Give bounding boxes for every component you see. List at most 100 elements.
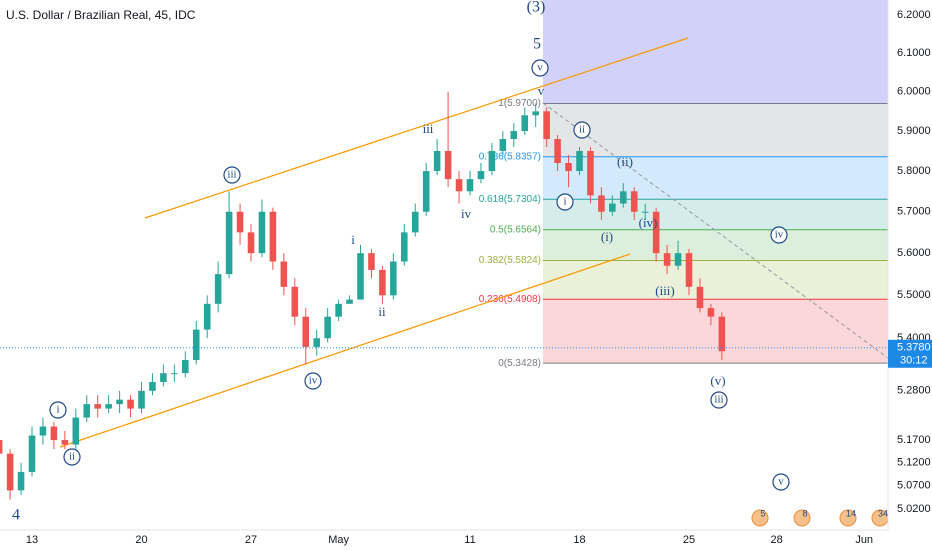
wave-label: ii <box>579 124 585 136</box>
candle-body <box>663 253 671 266</box>
wave-circle <box>223 166 241 184</box>
candle-body <box>433 150 441 172</box>
y-tick-label: 5.8000 <box>897 165 931 177</box>
candle-body <box>335 303 342 317</box>
candle-body <box>368 253 375 270</box>
candle-body <box>401 232 408 262</box>
wave-label: i <box>56 404 59 416</box>
countdown: 30:12 <box>900 355 928 367</box>
candle-body <box>587 150 594 196</box>
fib-label: 0.786(5.8357) <box>479 151 541 162</box>
x-tick-label: 28 <box>770 534 782 546</box>
candle-body <box>630 191 638 212</box>
candle-body <box>477 171 485 180</box>
candle-body <box>609 203 616 212</box>
wave-label: (iv) <box>639 215 658 230</box>
candle-body <box>324 316 331 339</box>
candle-body <box>313 338 320 347</box>
wave-label: 4 <box>12 507 20 524</box>
event-icon[interactable] <box>751 509 769 527</box>
candle-body <box>28 435 36 472</box>
y-tick-label: 5.7000 <box>897 206 931 218</box>
wave-label: i <box>563 196 566 208</box>
candle-body <box>61 440 69 445</box>
candle-body <box>127 399 134 409</box>
wave-label: ii <box>69 451 75 463</box>
fib-label: 0.5(5.6564) <box>490 224 541 235</box>
event-count: 5 <box>760 508 765 518</box>
axes: 13 20 27 May 11 18 25 28 Jun 6.2000 6.1000 6.0000 5.… <box>26 9 932 546</box>
wave-label: v <box>538 83 545 98</box>
y-tick-label: 5.9000 <box>897 125 931 137</box>
candle-body <box>696 286 704 309</box>
candle-body <box>203 303 211 330</box>
candle-body <box>652 211 660 254</box>
x-tick-label: May <box>328 534 349 546</box>
candle-body <box>39 426 47 436</box>
candle-body <box>72 417 80 445</box>
wave-label: iii <box>423 121 434 136</box>
wave-circle <box>556 193 574 211</box>
candles <box>0 91 888 500</box>
wave-label: (v) <box>710 373 725 388</box>
price-axis <box>888 0 932 550</box>
fib-zone <box>543 103 888 157</box>
x-tick-label: 13 <box>26 534 38 546</box>
wave-circle <box>63 448 81 466</box>
candle-body <box>455 179 463 192</box>
wave-circle <box>770 226 788 244</box>
event-icon[interactable] <box>793 509 811 527</box>
candle-body <box>0 440 3 454</box>
wave-circle <box>710 391 728 409</box>
candle-body <box>422 171 430 212</box>
event-icon[interactable] <box>839 509 857 527</box>
chart-title: U.S. Dollar / Brazilian Real, 45, IDC <box>6 8 196 22</box>
candle-body <box>149 381 156 391</box>
candle-body <box>83 404 91 418</box>
candle-body <box>543 111 550 140</box>
candle-body <box>685 253 693 287</box>
wave-label: ii <box>378 304 386 319</box>
y-tick-label: 5.5000 <box>897 289 931 301</box>
candle-body <box>411 211 419 233</box>
wave-label: iii <box>714 394 723 406</box>
candle-body <box>554 139 561 164</box>
candle-body <box>269 211 277 262</box>
candle-body <box>532 111 539 116</box>
last-price-tag <box>888 339 932 368</box>
fib-label: 0.236(5.4908) <box>479 294 541 305</box>
fib-zones: 1(5.9700) 0.786(5.8357) 0.618(5.7304) 0.5(5… <box>479 0 888 369</box>
trend-line <box>542 102 889 359</box>
x-tick-label: 11 <box>464 534 475 546</box>
wave-label: iv <box>775 229 784 241</box>
candle-body <box>160 373 167 382</box>
channel-upper <box>144 37 689 219</box>
y-tick-label: 5.6000 <box>897 247 931 259</box>
x-tick-label: 18 <box>573 534 585 546</box>
candle-body <box>718 316 726 352</box>
candle-body <box>6 453 14 491</box>
candle-body <box>50 426 58 441</box>
wave-label: iv <box>309 375 318 387</box>
last-price-label: 5.3780 <box>897 342 931 354</box>
candle-body <box>138 390 145 409</box>
candle-body <box>598 195 605 212</box>
candle-body <box>565 163 572 172</box>
y-tick-label: 5.0200 <box>897 503 931 515</box>
fib-label: 0(5.3428) <box>498 358 541 369</box>
wave-label: iv <box>461 206 472 221</box>
channel-lower <box>59 253 631 448</box>
fib-label: 0.382(5.5824) <box>479 255 541 266</box>
fib-label: 1(5.9700) <box>498 98 541 109</box>
fib-zone <box>543 199 888 230</box>
wave-circle <box>304 372 322 390</box>
fib-zone <box>543 260 888 300</box>
candle-body <box>576 150 583 172</box>
x-tick-label: 27 <box>245 534 257 546</box>
candle-body <box>620 191 627 204</box>
wave-label: (i) <box>601 229 613 244</box>
x-tick-label: 20 <box>135 534 147 546</box>
time-axis <box>0 530 888 550</box>
wave-circle <box>531 59 549 77</box>
y-tick-label: 5.1200 <box>897 457 931 469</box>
